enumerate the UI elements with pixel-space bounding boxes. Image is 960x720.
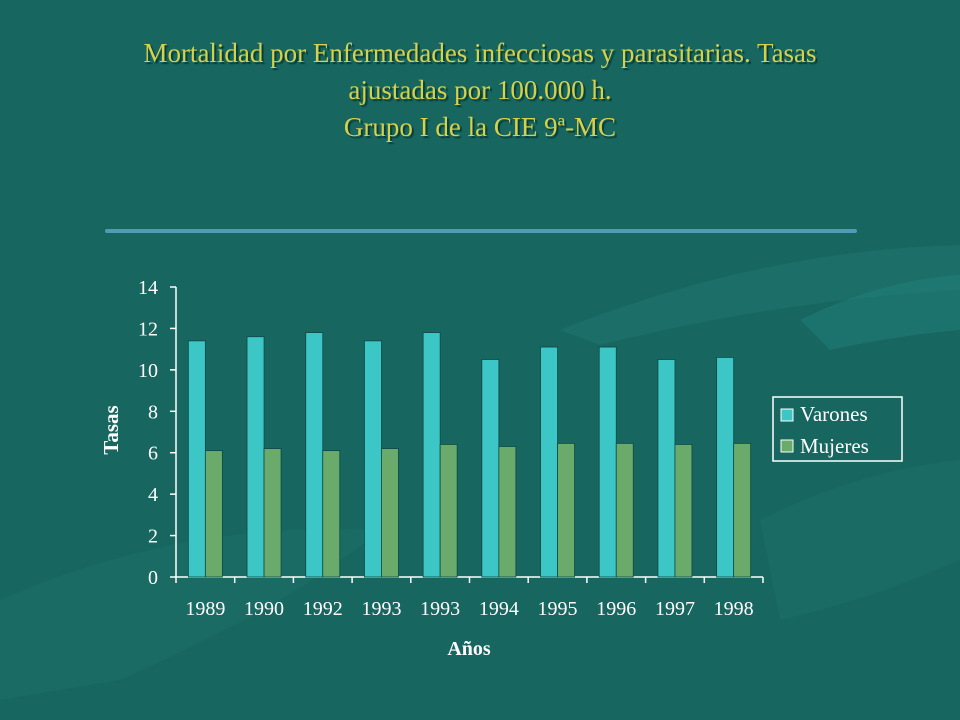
y-tick-label: 10 (138, 360, 158, 382)
bar-varones-1990 (246, 336, 265, 578)
y-tick-label: 14 (138, 277, 158, 299)
legend-box (772, 396, 903, 462)
x-axis-title: Años (447, 638, 491, 660)
x-tick-label: 1993 (361, 598, 401, 620)
y-tick-label: 12 (138, 318, 158, 340)
x-tick-label: 1997 (655, 598, 695, 620)
chart-bars (187, 332, 752, 578)
legend: Varones Mujeres (772, 396, 903, 462)
x-tick-label: 1998 (714, 598, 754, 620)
chart-title-line-2: ajustadas por 100.000 h. (348, 75, 612, 105)
bar-varones-1994 (481, 359, 500, 578)
bar-mujeres-1996 (615, 442, 634, 578)
x-tick-label: 1996 (596, 598, 636, 620)
y-tick-label: 2 (148, 526, 158, 548)
x-tick-labels: 1989 1990 1992 1993 1993 1994 1995 1996 1997 1998 (185, 598, 753, 620)
x-tick-label: 1995 (538, 598, 578, 620)
bar-mujeres-1994 (498, 446, 517, 578)
x-tick-label: 1989 (185, 598, 225, 620)
bar-varones-1995 (540, 346, 558, 578)
legend-label-mujeres: Mujeres (800, 434, 869, 458)
y-tick-label: 8 (148, 401, 158, 423)
bar-varones-1998 (716, 357, 735, 578)
bar-varones-1997 (657, 359, 676, 578)
x-tick-label: 1992 (303, 598, 343, 620)
bar-mujeres-1992 (322, 450, 341, 578)
bar-varones-1996 (598, 346, 617, 578)
bar-varones-1993 (422, 332, 441, 578)
y-axis-title: Tasas (99, 405, 123, 454)
chart-title-line-1: Mortalidad por Enfermedades infecciosas … (143, 38, 817, 68)
bar-mujeres-1993 (381, 448, 399, 578)
x-tick-label: 1994 (479, 598, 519, 620)
bar-mujeres-1998 (733, 442, 752, 578)
y-tick-label: 4 (148, 484, 158, 506)
bar-mujeres-1993 (439, 444, 458, 578)
bar-varones-1992 (305, 332, 324, 578)
bar-varones-1993 (364, 340, 382, 578)
chart-title-line-3: Grupo I de la CIE 9ª-MC (343, 112, 617, 142)
bar-mujeres-1990 (263, 448, 282, 578)
legend-label-varones: Varones (800, 402, 868, 426)
y-tick-labels: 0 2 4 6 8 10 12 14 (138, 277, 158, 589)
y-tick-label: 0 (148, 567, 158, 589)
bar-varones-1989 (187, 340, 206, 578)
legend-swatch-mujeres (780, 439, 794, 453)
title-divider (105, 229, 857, 233)
bar-mujeres-1995 (557, 442, 575, 578)
bar-mujeres-1997 (674, 444, 693, 578)
x-tick-label: 1993 (420, 598, 460, 620)
x-tick-label: 1990 (244, 598, 284, 620)
y-tick-label: 6 (148, 443, 158, 465)
bar-mujeres-1989 (204, 450, 223, 578)
legend-swatch-varones (780, 408, 794, 422)
